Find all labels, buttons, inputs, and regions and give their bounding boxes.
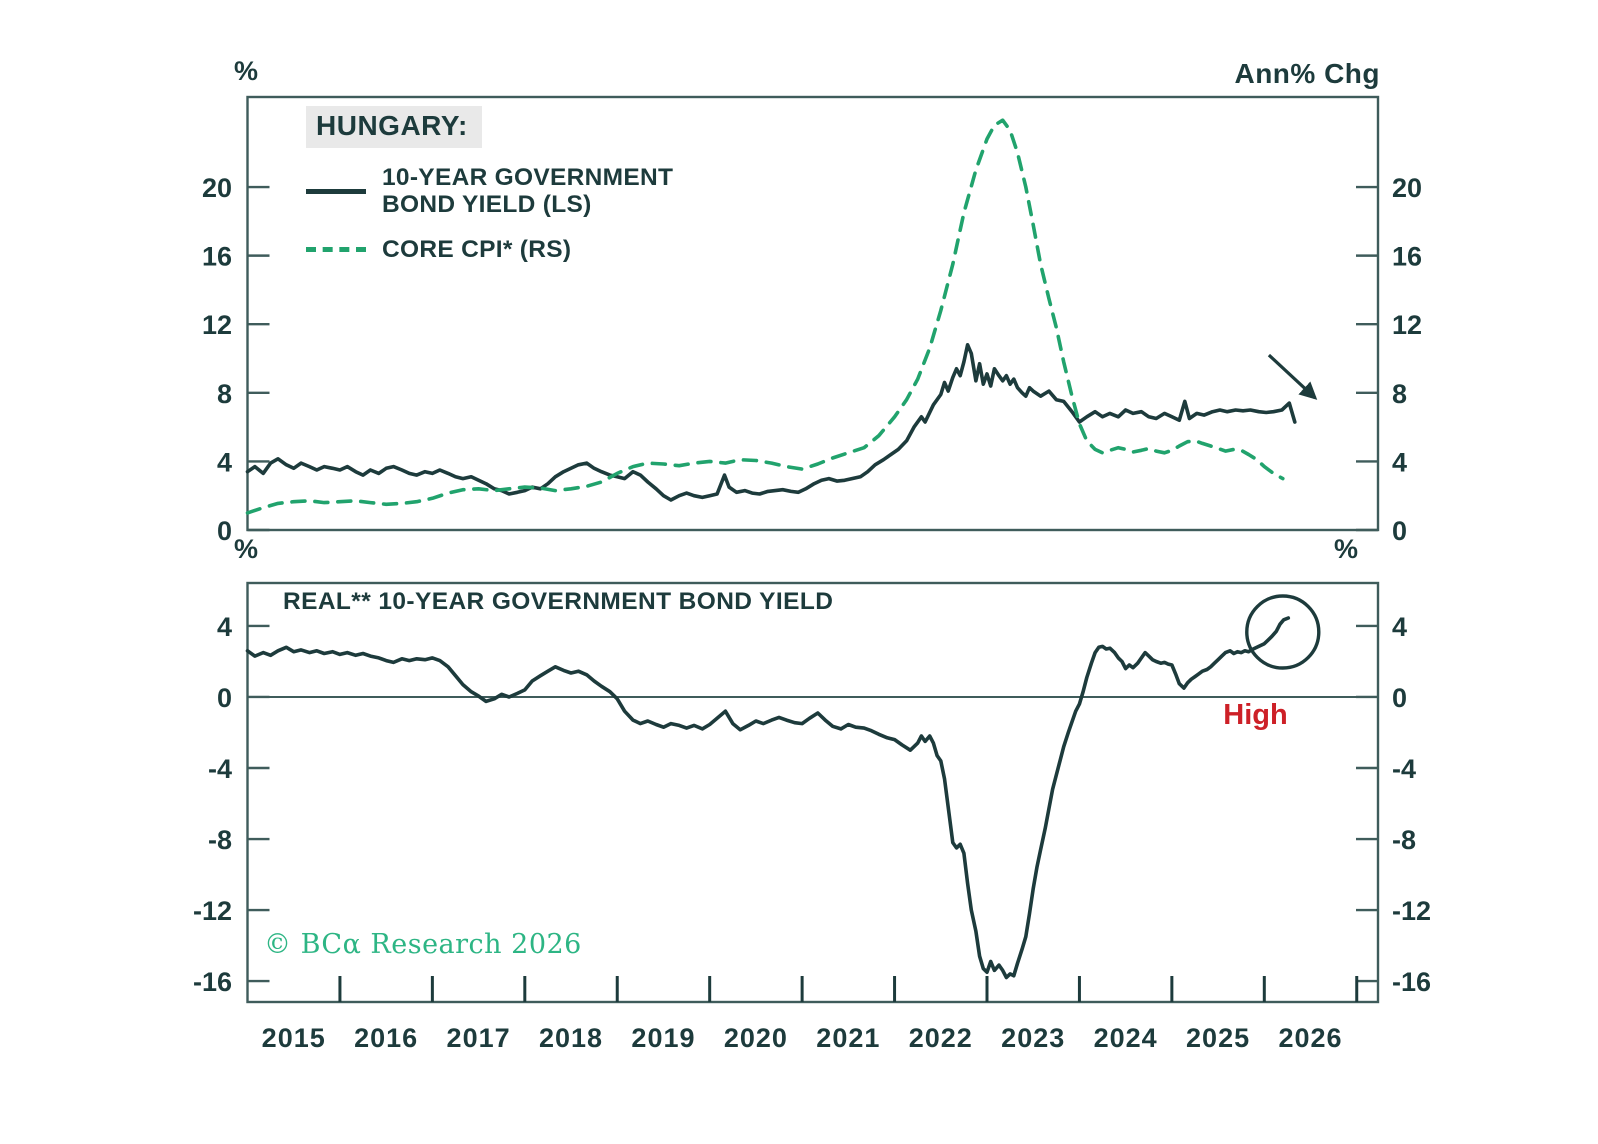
x-year-label: 2017 xyxy=(447,1023,511,1053)
y-tick-label: -12 xyxy=(1392,896,1431,926)
y-tick-label: 16 xyxy=(202,242,232,272)
legend-item-bond-yield: 10-YEAR GOVERNMENT BOND YIELD (LS) xyxy=(306,164,722,218)
panel-frame xyxy=(246,581,1380,1004)
y-tick-label: 16 xyxy=(1392,242,1422,272)
x-year-label: 2026 xyxy=(1278,1023,1342,1053)
y-tick-label: 0 xyxy=(217,683,232,713)
series-dashed xyxy=(245,118,1285,515)
x-year-label: 2018 xyxy=(539,1023,603,1053)
series-solid xyxy=(245,616,1291,980)
panel-frame xyxy=(246,95,1380,532)
y-tick-label: -8 xyxy=(1392,825,1416,855)
legend-title: HUNGARY: xyxy=(306,106,482,148)
down-arrow-annotation xyxy=(1267,353,1318,400)
x-year-label: 2015 xyxy=(262,1023,326,1053)
y-tick-label: -8 xyxy=(208,825,232,855)
x-year-label: 2022 xyxy=(909,1023,973,1053)
legend-item-label: 10-YEAR GOVERNMENT BOND YIELD (LS) xyxy=(382,164,674,218)
y-tick-label: 4 xyxy=(1392,447,1407,477)
y-tick-label: 12 xyxy=(202,310,232,340)
circle-annotation xyxy=(1245,594,1321,670)
x-year-label: 2024 xyxy=(1094,1023,1158,1053)
legend: HUNGARY: 10-YEAR GOVERNMENT BOND YIELD (… xyxy=(306,106,722,263)
x-year-label: 2025 xyxy=(1186,1023,1250,1053)
x-year-label: 2021 xyxy=(816,1023,880,1053)
x-year-label: 2019 xyxy=(631,1023,695,1053)
legend-item-label: CORE CPI* (RS) xyxy=(382,236,572,263)
top-right-axis-unit: Ann% Chg xyxy=(1234,58,1380,89)
bottom-panel-title: REAL** 10-YEAR GOVERNMENT BOND YIELD xyxy=(283,588,834,615)
dashed-line-swatch xyxy=(306,247,366,252)
top-left-axis-unit: % xyxy=(234,56,259,86)
bottom-left-axis-unit: % xyxy=(234,534,259,564)
y-tick-label: 8 xyxy=(217,379,232,409)
y-tick-label: 0 xyxy=(1392,516,1407,546)
legend-item-core-cpi: CORE CPI* (RS) xyxy=(306,236,722,263)
y-tick-label: 8 xyxy=(1392,379,1407,409)
x-year-label: 2023 xyxy=(1001,1023,1065,1053)
solid-line-swatch xyxy=(306,188,366,194)
y-tick-label: 12 xyxy=(1392,310,1422,340)
y-tick-label: 4 xyxy=(217,447,232,477)
y-tick-label: 20 xyxy=(202,173,232,203)
y-tick-label: 20 xyxy=(1392,173,1422,203)
copyright-note: © BCα Research 2026 xyxy=(264,929,582,960)
y-tick-label: -4 xyxy=(208,754,232,784)
y-tick-label: 4 xyxy=(217,612,232,642)
y-tick-label: -16 xyxy=(193,967,232,997)
y-tick-label: 0 xyxy=(217,516,232,546)
high-annotation-label: High xyxy=(1223,699,1288,731)
x-year-label: 2016 xyxy=(354,1023,418,1053)
panel-bottom: 4 4 0 0 -4 -4 -8 -8 -12 -12 -16 -16 2015 2016 2017 2018… xyxy=(193,581,1431,1053)
y-tick-label: -4 xyxy=(1392,754,1416,784)
y-tick-label: 0 xyxy=(1392,683,1407,713)
y-tick-label: -12 xyxy=(193,896,232,926)
series-solid xyxy=(245,342,1297,502)
y-tick-label: -16 xyxy=(1392,967,1431,997)
panel-top: 0 0 4 4 8 8 12 12 16 16 20 20 xyxy=(202,95,1422,546)
x-year-label: 2020 xyxy=(724,1023,788,1053)
y-tick-label: 4 xyxy=(1392,612,1407,642)
bottom-right-axis-unit: % xyxy=(1334,534,1359,564)
